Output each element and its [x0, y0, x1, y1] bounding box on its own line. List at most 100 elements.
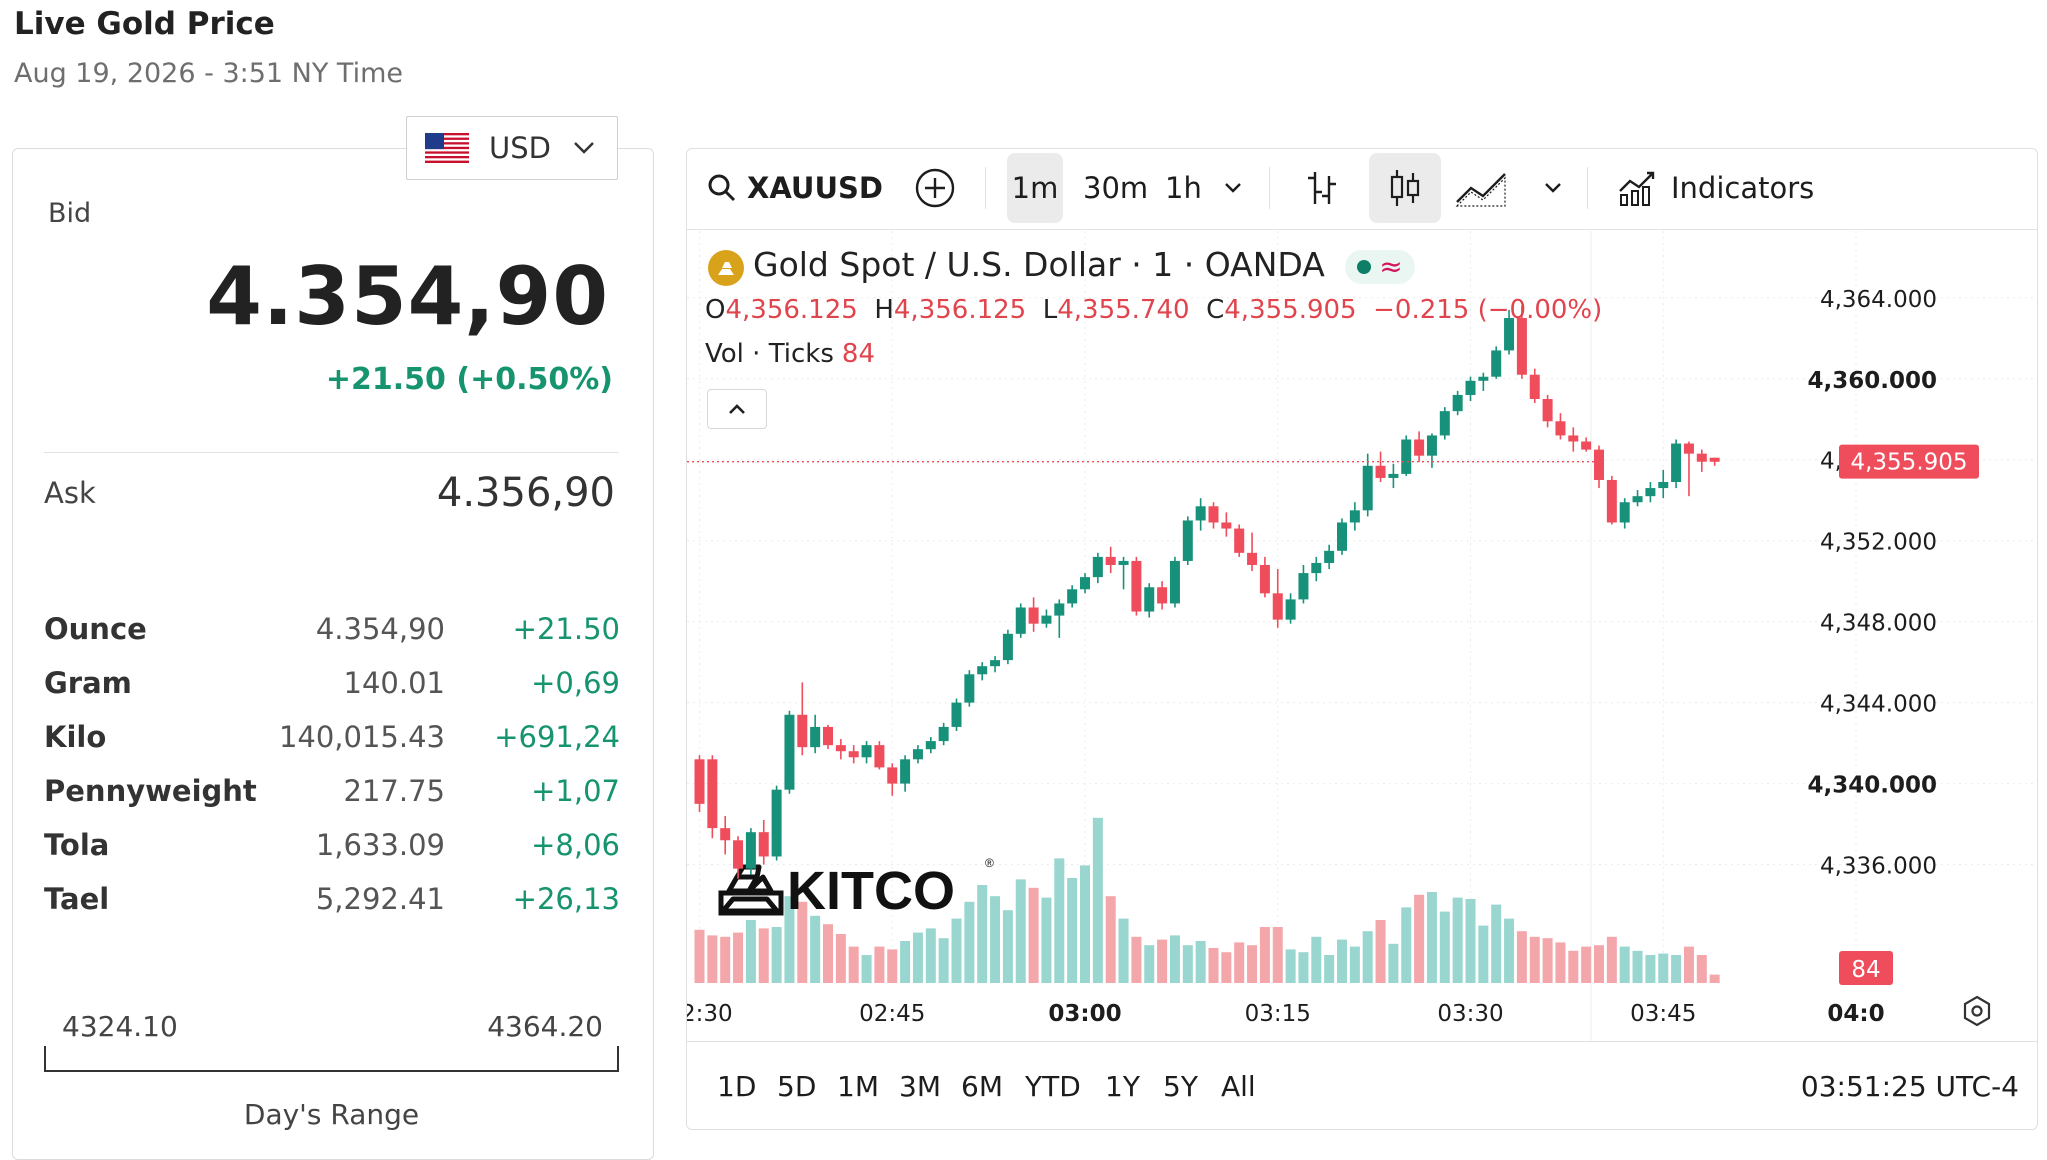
range-1y[interactable]: 1Y	[1105, 1070, 1140, 1103]
interval-label: 1h	[1165, 171, 1202, 205]
interval-dropdown[interactable]	[1223, 151, 1243, 225]
volume-bar	[784, 896, 795, 983]
unit-name: Kilo	[44, 720, 107, 754]
price-axis-label: 4,336.000	[1820, 854, 1937, 880]
ask-price: 4.356,90	[436, 470, 615, 516]
unit-row-tael: Tael 5,292.41 +26,13	[44, 882, 620, 932]
volume-bar	[1606, 936, 1617, 983]
volume-bar	[1645, 955, 1656, 983]
volume-bar	[1619, 946, 1630, 983]
indicators-icon	[1619, 171, 1655, 206]
candle-body	[1439, 411, 1450, 436]
indicators-button[interactable]: Indicators	[1617, 151, 1814, 225]
chevron-down-icon	[1225, 183, 1241, 193]
volume-bar	[1272, 927, 1283, 983]
unit-price: 140.01	[343, 666, 445, 700]
unit-price: 140,015.43	[278, 720, 445, 754]
time-axis[interactable]: 02:30 02:45 03:00 03:15 03:30 03:45 04:0	[687, 1001, 1885, 1027]
time-axis-label: 04:0	[1827, 1001, 1884, 1027]
currency-select[interactable]: USD	[406, 116, 618, 180]
day-range-label: Day's Range	[243, 1098, 420, 1131]
candle-body	[733, 840, 744, 869]
bar-style-button[interactable]	[1305, 151, 1339, 225]
unit-row-gram: Gram 140.01 +0,69	[44, 666, 620, 716]
candle-body	[1375, 465, 1386, 478]
candle-body	[1606, 479, 1617, 523]
symbol-description: Gold Spot / U.S. Dollar · 1 · OANDA	[753, 245, 1325, 284]
candle-body	[694, 759, 705, 804]
chart-widget: KITCO ® 4,364.0004,360.0004,356.0004,352…	[686, 148, 2038, 1130]
us-flag-icon	[425, 133, 469, 163]
unit-name: Pennyweight	[44, 774, 257, 808]
range-6m[interactable]: 6M	[961, 1070, 1003, 1103]
time-axis-label: 02:45	[859, 1001, 925, 1027]
chart-settings-icon[interactable]	[1963, 995, 1991, 1027]
market-open-dot-icon	[1357, 259, 1372, 274]
volume-bar	[925, 928, 936, 983]
volume-bar	[1478, 925, 1489, 983]
candle-body	[951, 702, 962, 727]
unit-change: +0,69	[531, 666, 620, 700]
price-axis-label: 4,364.000	[1820, 287, 1937, 313]
candle-style-button[interactable]	[1369, 153, 1441, 223]
candle-body	[1337, 522, 1347, 551]
volume-bar	[707, 935, 718, 983]
volume-bar	[938, 938, 949, 983]
candle-body	[810, 726, 821, 748]
volume-bar	[1002, 910, 1013, 983]
chevron-up-icon	[729, 404, 745, 414]
chart-type-dropdown[interactable]	[1543, 151, 1563, 225]
unit-name: Tola	[44, 828, 110, 862]
candle-body	[1285, 599, 1296, 620]
toolbar-divider	[1269, 167, 1270, 209]
interval-30m[interactable]: 30m	[1083, 151, 1148, 225]
volume-bar	[1195, 941, 1206, 983]
volume-bar	[1658, 953, 1669, 983]
range-ytd[interactable]: YTD	[1025, 1070, 1081, 1103]
range-1m[interactable]: 1M	[837, 1070, 879, 1103]
compare-button[interactable]	[915, 151, 955, 225]
volume-bar	[1169, 935, 1180, 983]
chevron-down-icon	[574, 142, 594, 154]
legend-collapse-button[interactable]	[707, 389, 767, 429]
last-volume-label: 84	[1851, 957, 1880, 983]
candle-body	[1298, 573, 1309, 600]
range-5y[interactable]: 5Y	[1163, 1070, 1198, 1103]
chart-clock[interactable]: 03:51:25 UTC-4	[1800, 1070, 2019, 1103]
range-all[interactable]: All	[1221, 1070, 1256, 1103]
candlestick-chart[interactable]: KITCO ® 4,364.0004,360.0004,356.0004,352…	[687, 149, 2037, 1041]
toolbar-border	[687, 229, 2037, 230]
volume-bar	[1298, 952, 1309, 983]
volume-bar	[810, 915, 821, 983]
range-3m[interactable]: 3M	[899, 1070, 941, 1103]
plus-circle-icon	[915, 168, 955, 208]
symbol-search[interactable]: XAUUSD	[707, 151, 883, 225]
volume-bar	[1632, 950, 1643, 983]
range-1d[interactable]: 1D	[717, 1070, 757, 1103]
area-style-button[interactable]	[1455, 151, 1507, 225]
interval-1h[interactable]: 1h	[1165, 151, 1202, 225]
candle-body	[1529, 374, 1540, 400]
toolbar-divider	[985, 167, 986, 209]
candle-body	[1414, 439, 1425, 456]
volume-bar	[1683, 946, 1694, 983]
candle-body	[1157, 587, 1168, 604]
volume-bar	[1594, 945, 1604, 983]
volume-bar	[1208, 948, 1219, 983]
symbol-label: XAUUSD	[747, 171, 883, 205]
volume-bar	[720, 936, 731, 983]
divider	[44, 452, 619, 453]
volume-bar	[1568, 950, 1579, 983]
candle-body	[835, 745, 846, 752]
price-axis[interactable]: 4,364.0004,360.0004,356.0004,352.0004,34…	[1808, 287, 1938, 880]
candle-body	[1067, 589, 1078, 604]
candle-body	[771, 789, 782, 857]
unit-row-kilo: Kilo 140,015.43 +691,24	[44, 720, 620, 770]
volume-bar	[1516, 931, 1527, 983]
unit-row-pennyweight: Pennyweight 217.75 +1,07	[44, 774, 620, 824]
candlestick-chart-type-icon	[1390, 170, 1420, 206]
interval-1m[interactable]: 1m	[1007, 153, 1063, 223]
day-range-low: 4324.10	[62, 1010, 178, 1043]
range-5d[interactable]: 5D	[777, 1070, 817, 1103]
chart-grid	[687, 231, 2037, 1041]
